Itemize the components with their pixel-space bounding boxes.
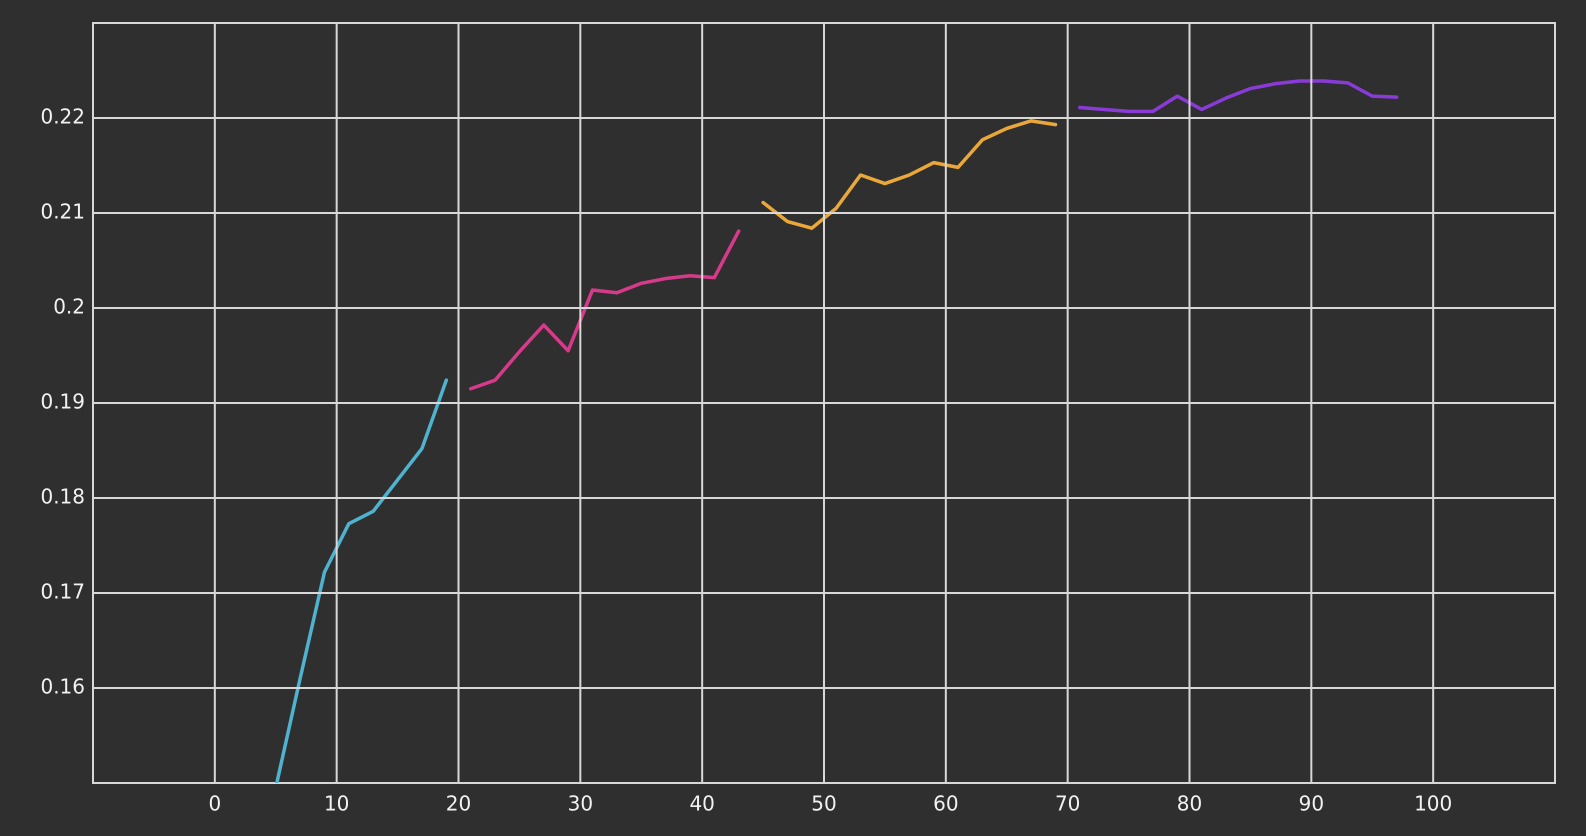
x-tick-label: 50 — [811, 792, 836, 816]
y-tick-label: 0.19 — [40, 390, 85, 414]
y-tick-label: 0.21 — [40, 200, 85, 224]
x-tick-label: 30 — [568, 792, 593, 816]
y-tick-label: 0.18 — [40, 485, 85, 509]
x-tick-label: 20 — [446, 792, 471, 816]
x-tick-label: 90 — [1299, 792, 1324, 816]
x-tick-label: 0 — [208, 792, 221, 816]
y-tick-label: 0.17 — [40, 580, 85, 604]
x-tick-label: 40 — [689, 792, 714, 816]
series-line — [761, 119, 1058, 230]
y-tick-label: 0.2 — [53, 295, 85, 319]
x-tick-label: 70 — [1055, 792, 1080, 816]
x-tick-label: 10 — [324, 792, 349, 816]
series-line — [468, 229, 741, 391]
y-tick-label: 0.16 — [40, 675, 85, 699]
y-tick-label: 0.22 — [40, 105, 85, 129]
series-line — [1078, 79, 1399, 114]
series-line — [275, 378, 449, 783]
plot-area — [275, 79, 1399, 783]
x-tick-label: 100 — [1414, 792, 1452, 816]
x-tick-label: 60 — [933, 792, 958, 816]
x-tick-label: 80 — [1177, 792, 1202, 816]
